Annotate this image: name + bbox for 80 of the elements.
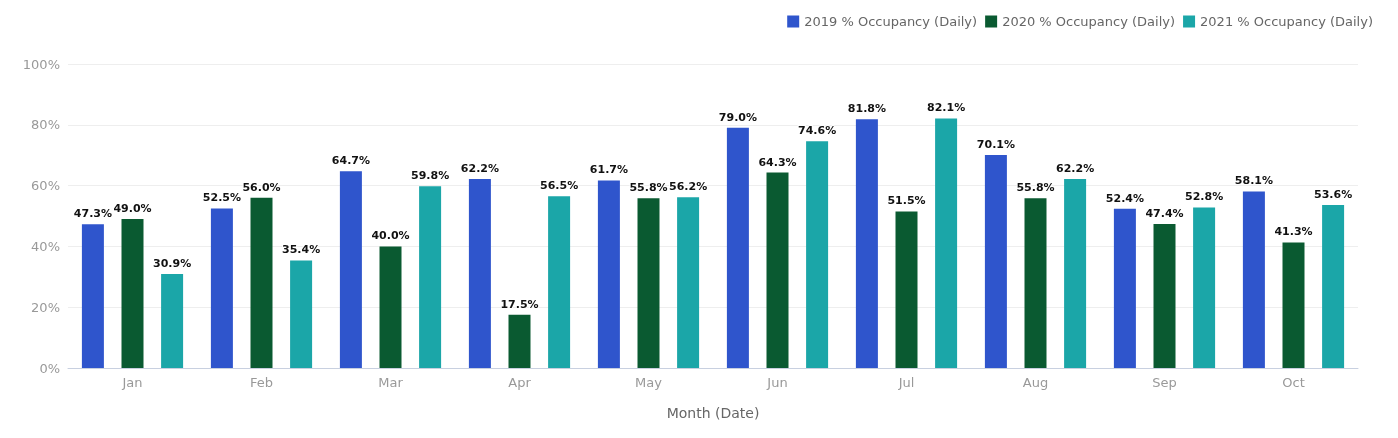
- bar: [1024, 198, 1047, 368]
- x-tick-label: Mar: [378, 375, 404, 390]
- bar: [1242, 191, 1265, 368]
- data-label: 52.8%: [1185, 190, 1224, 204]
- x-tick-label: Jun: [766, 375, 788, 390]
- legend-label: 2019 % Occupancy (Daily): [804, 14, 978, 29]
- data-label: 47.4%: [1145, 206, 1184, 220]
- bar: [161, 274, 184, 368]
- x-tick-label: Jan: [121, 375, 143, 390]
- data-label: 49.0%: [113, 202, 152, 216]
- data-label: 64.7%: [331, 154, 370, 168]
- y-tick-label: 100%: [22, 56, 60, 72]
- y-tick-label: 20%: [31, 299, 60, 315]
- x-tick-label: Feb: [249, 375, 274, 390]
- data-label: 35.4%: [282, 243, 321, 257]
- data-label: 81.8%: [847, 102, 886, 116]
- bar: [1113, 208, 1136, 368]
- bar: [81, 224, 104, 368]
- bar: [1193, 207, 1216, 368]
- data-label: 56.5%: [540, 179, 579, 193]
- bar: [1322, 205, 1345, 368]
- x-tick-label: Jul: [897, 375, 915, 390]
- data-label: 74.6%: [798, 124, 837, 138]
- bar: [1153, 223, 1176, 368]
- data-label: 51.5%: [887, 194, 926, 208]
- data-label: 56.0%: [242, 180, 281, 194]
- data-label: 41.3%: [1274, 225, 1313, 239]
- bar: [766, 172, 789, 368]
- bar: [855, 119, 878, 368]
- legend-label: 2021 % Occupancy (Daily): [1200, 14, 1373, 29]
- bar: [597, 180, 620, 368]
- y-tick-label: 60%: [31, 178, 60, 194]
- bar: [806, 141, 829, 368]
- bar: [935, 118, 958, 368]
- bar: [508, 314, 531, 368]
- bar: [677, 197, 700, 368]
- data-label: 30.9%: [153, 257, 192, 271]
- x-tick-label: May: [635, 375, 663, 390]
- data-label: 55.8%: [1016, 181, 1055, 195]
- bar: [290, 260, 313, 368]
- bar: [379, 246, 402, 368]
- data-label: 62.2%: [460, 161, 499, 175]
- data-label: 40.0%: [371, 229, 410, 243]
- data-label: 58.1%: [1234, 174, 1273, 188]
- bar: [121, 219, 144, 368]
- data-label: 52.4%: [1105, 191, 1144, 205]
- y-tick-label: 40%: [31, 238, 60, 254]
- data-label: 47.3%: [73, 207, 112, 221]
- bar: [637, 198, 660, 368]
- data-label: 56.2%: [669, 180, 708, 194]
- data-label: 53.6%: [1314, 188, 1353, 202]
- bar: [1064, 178, 1087, 368]
- data-label: 62.2%: [1056, 161, 1095, 175]
- bar: [468, 178, 491, 368]
- data-label: 70.1%: [976, 137, 1015, 151]
- data-label: 82.1%: [927, 101, 966, 115]
- x-tick-label: Apr: [508, 375, 532, 390]
- y-tick-label: 80%: [31, 117, 60, 133]
- data-label: 59.8%: [411, 169, 450, 183]
- x-tick-label: Sep: [1152, 375, 1177, 390]
- bar: [726, 127, 749, 368]
- data-label: 17.5%: [500, 297, 539, 311]
- x-tick-label: Aug: [1022, 375, 1049, 390]
- bar: [339, 171, 362, 368]
- bar: [984, 154, 1007, 368]
- bar: [419, 186, 442, 368]
- x-axis-title: Month (Date): [666, 405, 760, 421]
- data-label: 61.7%: [589, 163, 628, 177]
- data-label: 52.5%: [202, 191, 241, 205]
- legend-label: 2020 % Occupancy (Daily): [1002, 14, 1176, 29]
- y-tick-label: 0%: [39, 360, 60, 376]
- bar: [548, 196, 571, 368]
- bar: [250, 197, 273, 368]
- bar: [210, 208, 233, 368]
- bar: [895, 211, 918, 368]
- x-tick-label: Oct: [1282, 375, 1305, 390]
- data-label: 64.3%: [758, 155, 797, 169]
- data-label: 55.8%: [629, 181, 668, 195]
- data-label: 79.0%: [718, 110, 757, 124]
- bar: [1282, 242, 1305, 368]
